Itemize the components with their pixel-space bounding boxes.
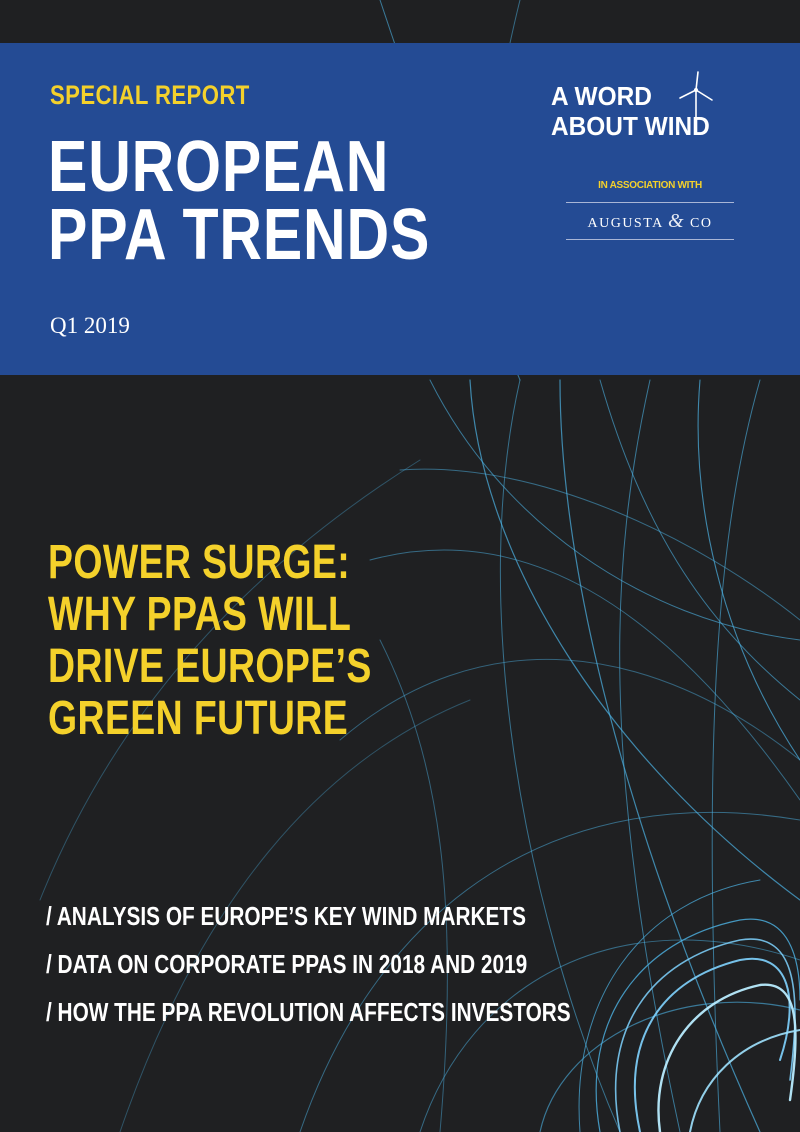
headline-line-2: WHY PPAS WILL <box>48 588 352 641</box>
contents-item: / HOW THE PPA REVOLUTION AFFECTS INVESTO… <box>46 997 571 1027</box>
contents-list: / ANALYSIS OF EUROPE’S KEY WIND MARKETS … <box>46 892 571 1036</box>
logo-line-1: A WORD <box>551 81 652 111</box>
special-report-label: SPECIAL REPORT <box>50 80 250 110</box>
partner-ampersand: & <box>667 210 686 232</box>
association-label: IN ASSOCIATION WITH <box>598 180 702 191</box>
header-banner <box>0 43 800 375</box>
partner-name-left: AUGUSTA <box>587 216 663 231</box>
logo-line-2: ABOUT WIND <box>551 111 710 141</box>
title-line-1: EUROPEAN <box>48 127 390 207</box>
wind-turbine-icon <box>679 71 713 119</box>
contents-item: / ANALYSIS OF EUROPE’S KEY WIND MARKETS <box>46 901 527 931</box>
a-word-about-wind-logo: A WORD ABOUT WIND <box>551 81 710 141</box>
cover-headline: POWER SURGE: WHY PPAS WILL DRIVE EUROPE’… <box>48 537 372 745</box>
headline-line-4: GREEN FUTURE <box>48 692 349 745</box>
headline-line-1: POWER SURGE: <box>48 536 351 589</box>
headline-line-3: DRIVE EUROPE’S <box>48 640 372 693</box>
contents-item: / DATA ON CORPORATE PPAS IN 2018 AND 201… <box>46 949 528 979</box>
title-line-2: PPA TRENDS <box>48 195 431 275</box>
partner-name-right: CO <box>690 216 713 231</box>
augusta-and-co-logo: AUGUSTA & CO <box>566 202 734 240</box>
report-title: EUROPEAN PPA TRENDS <box>48 127 431 275</box>
issue-date: Q1 2019 <box>50 313 130 338</box>
